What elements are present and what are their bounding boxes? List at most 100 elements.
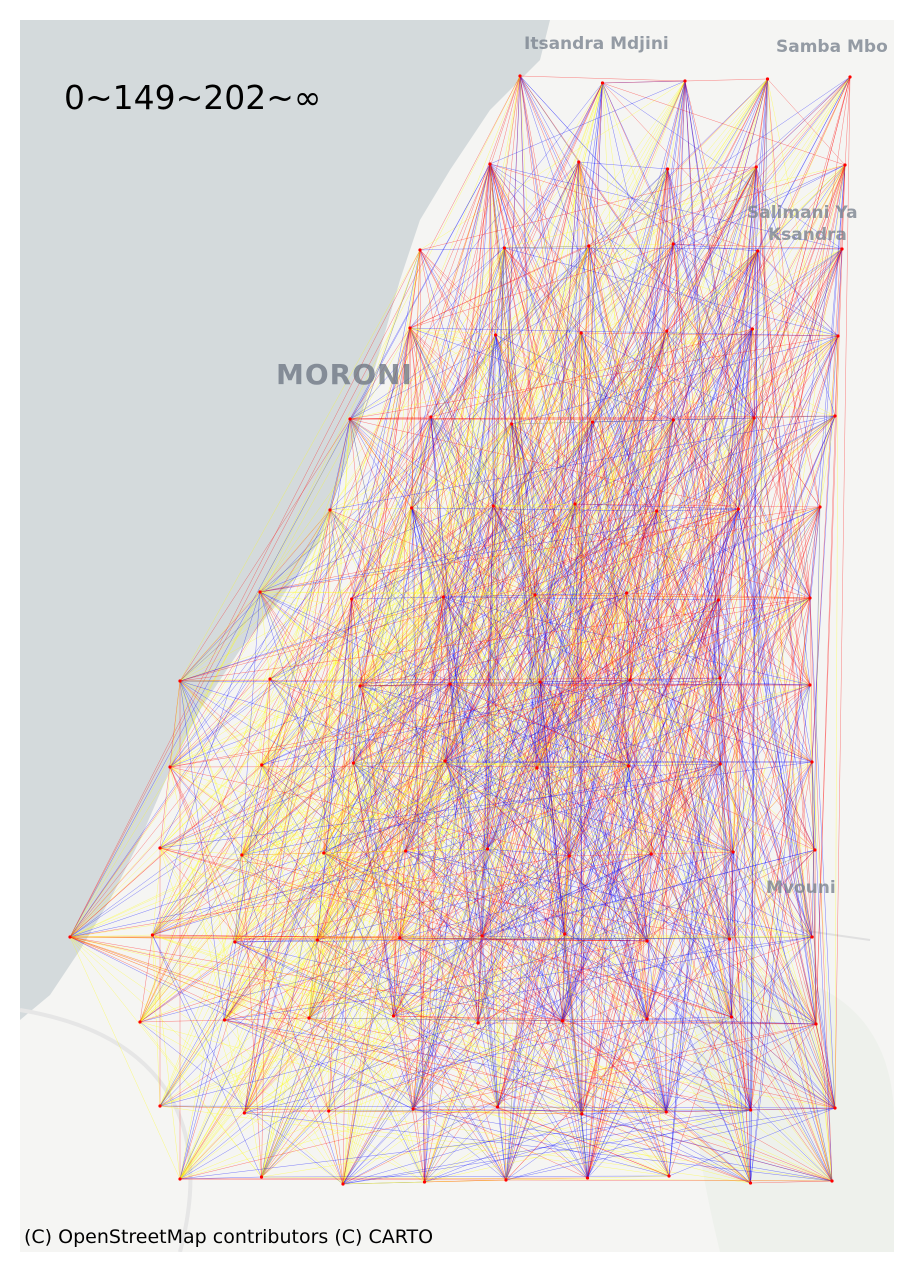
- flow-line: [261, 507, 412, 766]
- flow-line: [629, 419, 674, 681]
- flow-line: [444, 760, 583, 1115]
- flow-line: [752, 328, 833, 1182]
- flow-line: [449, 683, 667, 1113]
- flow-line: [732, 508, 739, 853]
- flow-line: [497, 1106, 751, 1111]
- flow-line: [405, 419, 674, 852]
- map-canvas[interactable]: [20, 20, 894, 1252]
- flow-line: [738, 417, 755, 510]
- flow-line: [757, 250, 839, 337]
- flow-line: [69, 848, 488, 938]
- flow-line: [393, 1015, 667, 1113]
- flow-line: [732, 328, 753, 853]
- flow-line: [405, 850, 648, 1020]
- flow-line: [536, 767, 563, 1022]
- flow-line: [409, 327, 816, 851]
- map-frame[interactable]: Itsandra Mdjini Samba Mbo Salimani Ya Ks…: [20, 20, 894, 1252]
- flow-line: [329, 509, 536, 596]
- flow-line: [353, 762, 648, 942]
- flow-line: [449, 681, 541, 685]
- flow-line: [580, 332, 751, 1184]
- flow-line: [419, 166, 757, 251]
- flow-line: [534, 594, 811, 599]
- flow-line: [651, 415, 836, 855]
- flow-line: [317, 767, 537, 941]
- flow-line: [152, 934, 181, 1180]
- grid-node: [518, 74, 522, 78]
- flow-line: [169, 766, 236, 943]
- flow-line: [539, 681, 833, 1182]
- flow-line: [581, 851, 734, 1115]
- flow-line: [152, 934, 751, 1111]
- flow-line: [244, 423, 512, 1114]
- flow-line: [169, 679, 631, 768]
- flow-line: [581, 76, 851, 334]
- flow-line: [323, 852, 483, 937]
- flow-line: [646, 1018, 667, 1113]
- flow-line: [159, 847, 245, 1114]
- flow-line: [588, 245, 739, 510]
- flow-line: [353, 762, 836, 1109]
- flow-line: [241, 506, 821, 856]
- flow-line: [179, 596, 444, 682]
- flow-line: [477, 940, 648, 1024]
- flow-line: [179, 1016, 732, 1180]
- flow-line: [139, 1021, 344, 1185]
- flow-line: [308, 1017, 507, 1181]
- flow-line: [569, 679, 631, 857]
- flow-line: [536, 767, 734, 853]
- flow-line: [656, 508, 739, 512]
- flow-line: [729, 851, 734, 940]
- flow-line: [444, 760, 588, 1179]
- grid-node: [138, 1020, 142, 1024]
- flow-line: [412, 503, 576, 1110]
- flow-line: [409, 327, 839, 337]
- flow-line: [244, 508, 739, 1114]
- flow-line: [411, 507, 813, 938]
- flow-line: [393, 937, 401, 1017]
- flow-line: [349, 327, 411, 420]
- flow-line: [139, 934, 153, 1023]
- flow-line: [329, 419, 674, 511]
- flow-line: [580, 332, 813, 938]
- flow-line: [317, 423, 512, 941]
- flow-line: [489, 163, 816, 851]
- flow-line: [656, 510, 836, 1109]
- flow-line: [497, 855, 570, 1108]
- flow-line: [409, 245, 589, 329]
- flow-line: [409, 82, 603, 329]
- flow-line: [487, 848, 570, 857]
- flow-line: [169, 75, 521, 768]
- flow-line: [489, 163, 629, 767]
- grid-node: [840, 247, 844, 251]
- flow-line: [259, 247, 505, 593]
- flow-line: [511, 423, 588, 1179]
- flow-line: [731, 761, 813, 1018]
- flow-line: [719, 415, 836, 679]
- flow-line: [668, 1107, 836, 1177]
- grid-node: [836, 334, 840, 338]
- flow-line: [69, 936, 425, 1183]
- flow-line: [562, 765, 629, 1022]
- flow-line: [666, 597, 811, 1113]
- flow-line: [505, 938, 730, 1181]
- flow-line: [562, 853, 652, 1022]
- flow-line: [259, 417, 755, 593]
- flow-line: [269, 678, 406, 852]
- flow-line: [179, 418, 351, 682]
- flow-line: [719, 506, 821, 679]
- flow-line: [592, 415, 836, 423]
- flow-line: [834, 76, 851, 1109]
- flow-line: [482, 935, 751, 1111]
- flow-line: [224, 762, 354, 1021]
- flow-line: [493, 505, 811, 599]
- flow-line: [587, 592, 627, 1179]
- grid-node: [729, 1015, 734, 1019]
- grid-node: [398, 936, 402, 940]
- flow-line: [424, 1106, 498, 1183]
- flow-line: [445, 760, 537, 769]
- flow-line: [139, 598, 352, 1023]
- flow-line: [574, 503, 667, 1113]
- flow-line: [261, 506, 821, 766]
- grid-node: [348, 417, 352, 421]
